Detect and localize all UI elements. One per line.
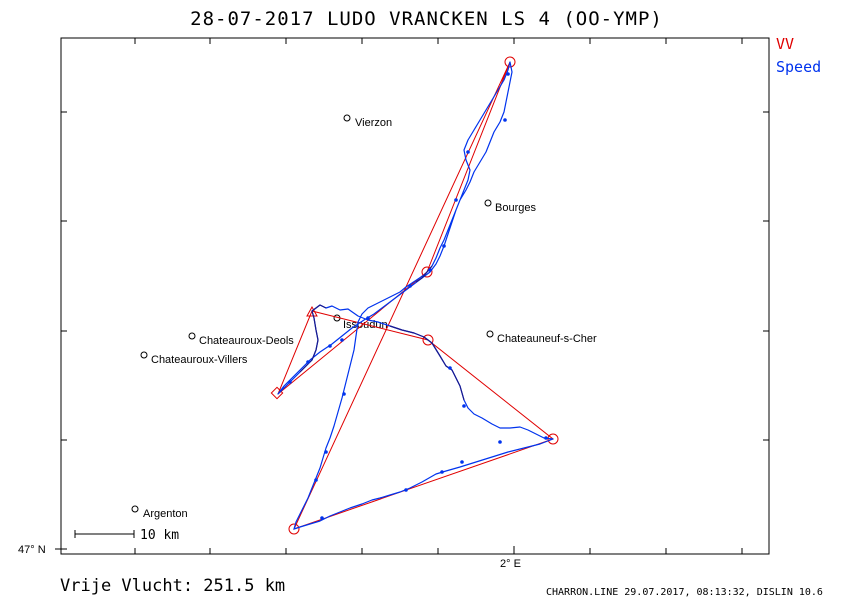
towns: Vierzon Bourges Issoudun Chateauroux-Deo…	[131, 114, 597, 520]
scale-bar: 10 km	[74, 528, 179, 543]
town-label: Bourges	[495, 202, 536, 214]
legend-vv: VV	[776, 35, 795, 53]
top-ticks	[134, 38, 743, 44]
turnpoint-circle	[421, 266, 433, 278]
distance-label: Vrije Vlucht: 251.5 km	[60, 576, 286, 596]
town-label: Chateauroux-Deols	[199, 335, 294, 347]
turnpoints	[270, 56, 559, 535]
town-bourges: Bourges	[484, 199, 536, 214]
town-chateauneuf-s-cher: Chateauneuf-s-Cher	[486, 330, 597, 345]
town-argenton: Argenton	[131, 505, 188, 520]
map-frame	[60, 37, 770, 555]
finish-marker	[270, 386, 284, 400]
town-chateauroux-villers: Chateauroux-Villers	[140, 351, 248, 366]
town-vierzon: Vierzon	[343, 114, 392, 129]
left-ticks	[61, 111, 67, 550]
town-label: Argenton	[143, 508, 188, 520]
thermal-points	[288, 72, 548, 520]
turnpoint-circle	[422, 334, 434, 346]
lat-label: 47° N	[18, 544, 46, 556]
credit-label: CHARRON.LINE 29.07.2017, 08:13:32, DISLI…	[546, 587, 823, 598]
town-label: Chateauroux-Villers	[151, 354, 248, 366]
right-ticks	[763, 111, 769, 441]
town-label: Vierzon	[355, 117, 392, 129]
turnpoint-circle	[504, 56, 516, 68]
start-marker	[306, 305, 318, 317]
page-title: 28-07-2017 LUDO VRANCKEN LS 4 (OO-YMP)	[190, 8, 663, 30]
turnpoint-circle	[288, 523, 300, 535]
town-chateauroux-deols: Chateauroux-Deols	[188, 332, 294, 347]
town-label: Chateauneuf-s-Cher	[497, 333, 597, 345]
lon-label: 2° E	[500, 558, 521, 570]
scale-label: 10 km	[140, 528, 179, 543]
task-lines	[277, 61, 555, 530]
legend-speed: Speed	[776, 58, 822, 76]
flight-track	[277, 61, 554, 530]
bottom-ticks	[134, 546, 743, 554]
